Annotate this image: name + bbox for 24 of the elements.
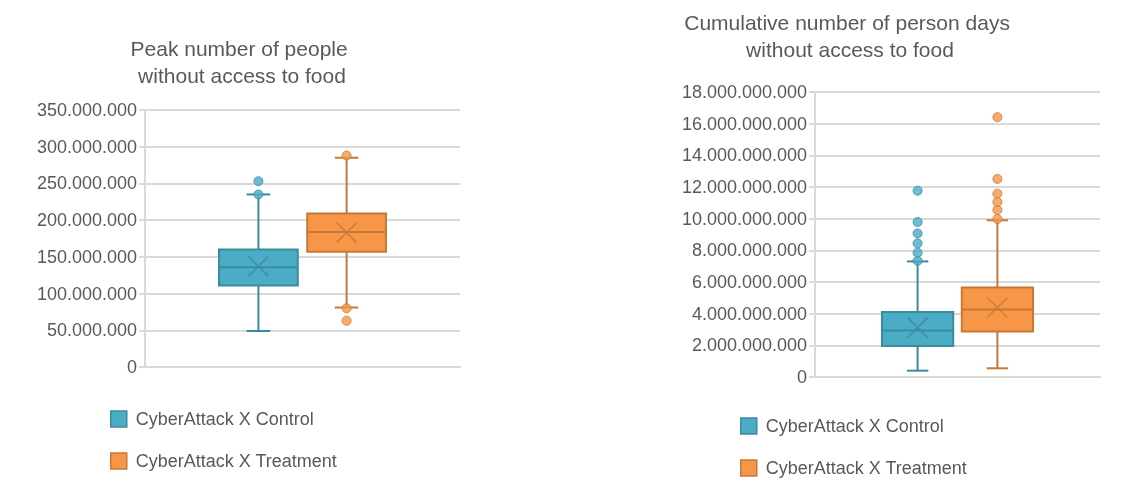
- y-tick-label: 0: [126, 357, 137, 377]
- legend-label: CyberAttack X Treatment: [135, 451, 337, 471]
- y-tick-label: 8.000.000.000: [691, 240, 807, 261]
- y-tick-label: 6.000.000.000: [691, 272, 807, 292]
- y-tick-label: 150.000.000: [36, 246, 137, 267]
- y-tick-label: 50.000.000: [46, 320, 137, 341]
- chart-title: Cumulative number of person days without access to food: [684, 11, 1016, 61]
- legend-label: CyberAttack X Control: [135, 409, 314, 429]
- y-tick-label: 18.000.000.000: [681, 82, 807, 102]
- y-tick-label: 300.000.000: [36, 136, 137, 157]
- y-tick-label: 200.000.000: [36, 210, 137, 231]
- legend-label: CyberAttack X Control: [765, 416, 944, 436]
- y-tick-label: 12.000.000.000: [681, 177, 807, 197]
- y-tick-label: 100.000.000: [36, 283, 137, 304]
- y-tick-label: 350.000.000: [36, 100, 137, 120]
- y-tick-label: 4.000.000.000: [691, 303, 807, 324]
- y-tick-label: 2.000.000.000: [691, 335, 807, 356]
- y-tick-label: 0: [796, 367, 807, 387]
- legend-label: CyberAttack X Treatment: [765, 458, 967, 478]
- y-tick-label: 250.000.000: [36, 173, 137, 194]
- y-tick-label: 16.000.000.000: [681, 113, 807, 134]
- y-tick-label: 14.000.000.000: [681, 145, 807, 166]
- chart-title: Peak number of people without access to food: [130, 37, 354, 87]
- y-tick-label: 10.000.000.000: [681, 208, 807, 229]
